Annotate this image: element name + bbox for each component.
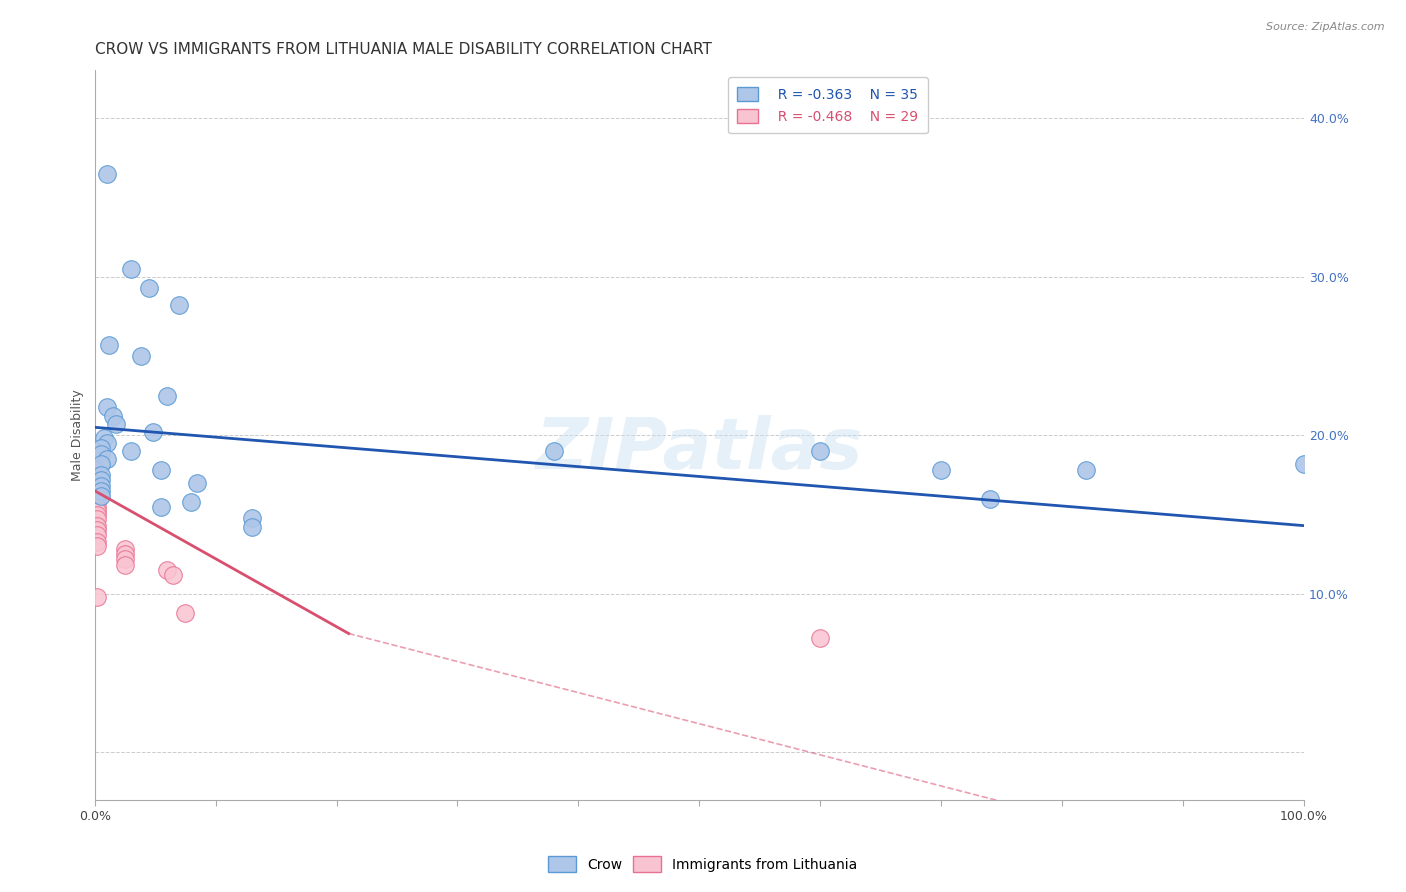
Point <box>86 504 108 518</box>
Point <box>180 495 202 509</box>
Point <box>174 606 197 620</box>
Point <box>86 473 108 487</box>
Point <box>86 590 108 604</box>
Point <box>150 463 173 477</box>
Point <box>129 349 152 363</box>
Point <box>86 463 108 477</box>
Point <box>186 475 208 490</box>
Point <box>86 447 108 461</box>
Point <box>105 417 128 431</box>
Point <box>90 483 112 498</box>
Point <box>86 460 108 475</box>
Point <box>114 547 136 561</box>
Point <box>808 632 831 646</box>
Text: Source: ZipAtlas.com: Source: ZipAtlas.com <box>1267 22 1385 32</box>
Y-axis label: Male Disability: Male Disability <box>72 390 84 481</box>
Point <box>114 558 136 573</box>
Point <box>86 495 108 509</box>
Point <box>90 467 112 482</box>
Point <box>169 298 191 312</box>
Point <box>156 388 179 402</box>
Legend: Crow, Immigrants from Lithuania: Crow, Immigrants from Lithuania <box>543 851 863 878</box>
Point <box>120 261 142 276</box>
Point <box>114 552 136 566</box>
Point <box>86 528 108 542</box>
Point <box>1076 463 1098 477</box>
Point <box>86 539 108 553</box>
Text: ZIPatlas: ZIPatlas <box>536 416 863 484</box>
Legend:   R = -0.363    N = 35,   R = -0.468    N = 29: R = -0.363 N = 35, R = -0.468 N = 29 <box>728 78 928 134</box>
Point <box>96 400 118 414</box>
Point <box>90 479 112 493</box>
Point <box>86 455 108 469</box>
Point <box>543 444 565 458</box>
Point <box>86 489 108 503</box>
Point <box>90 441 112 455</box>
Point <box>156 563 179 577</box>
Point <box>101 409 124 424</box>
Point <box>90 489 112 503</box>
Point <box>86 479 108 493</box>
Point <box>120 444 142 458</box>
Point <box>142 425 165 439</box>
Point <box>86 518 108 533</box>
Point <box>90 447 112 461</box>
Point <box>86 467 108 482</box>
Point <box>86 508 108 522</box>
Point <box>808 444 831 458</box>
Point <box>90 457 112 471</box>
Point <box>138 281 160 295</box>
Point <box>96 436 118 450</box>
Point <box>86 483 108 498</box>
Point <box>96 452 118 467</box>
Point <box>96 167 118 181</box>
Point <box>162 567 184 582</box>
Point <box>98 338 121 352</box>
Point <box>240 520 263 534</box>
Point <box>240 510 263 524</box>
Point <box>86 475 108 490</box>
Point <box>114 542 136 557</box>
Point <box>1294 457 1316 471</box>
Point <box>93 431 115 445</box>
Point <box>979 491 1001 506</box>
Point <box>86 524 108 538</box>
Point <box>90 473 112 487</box>
Text: CROW VS IMMIGRANTS FROM LITHUANIA MALE DISABILITY CORRELATION CHART: CROW VS IMMIGRANTS FROM LITHUANIA MALE D… <box>94 42 711 57</box>
Point <box>929 463 952 477</box>
Point <box>86 500 108 514</box>
Point <box>86 534 108 549</box>
Point <box>150 500 173 514</box>
Point <box>86 512 108 526</box>
